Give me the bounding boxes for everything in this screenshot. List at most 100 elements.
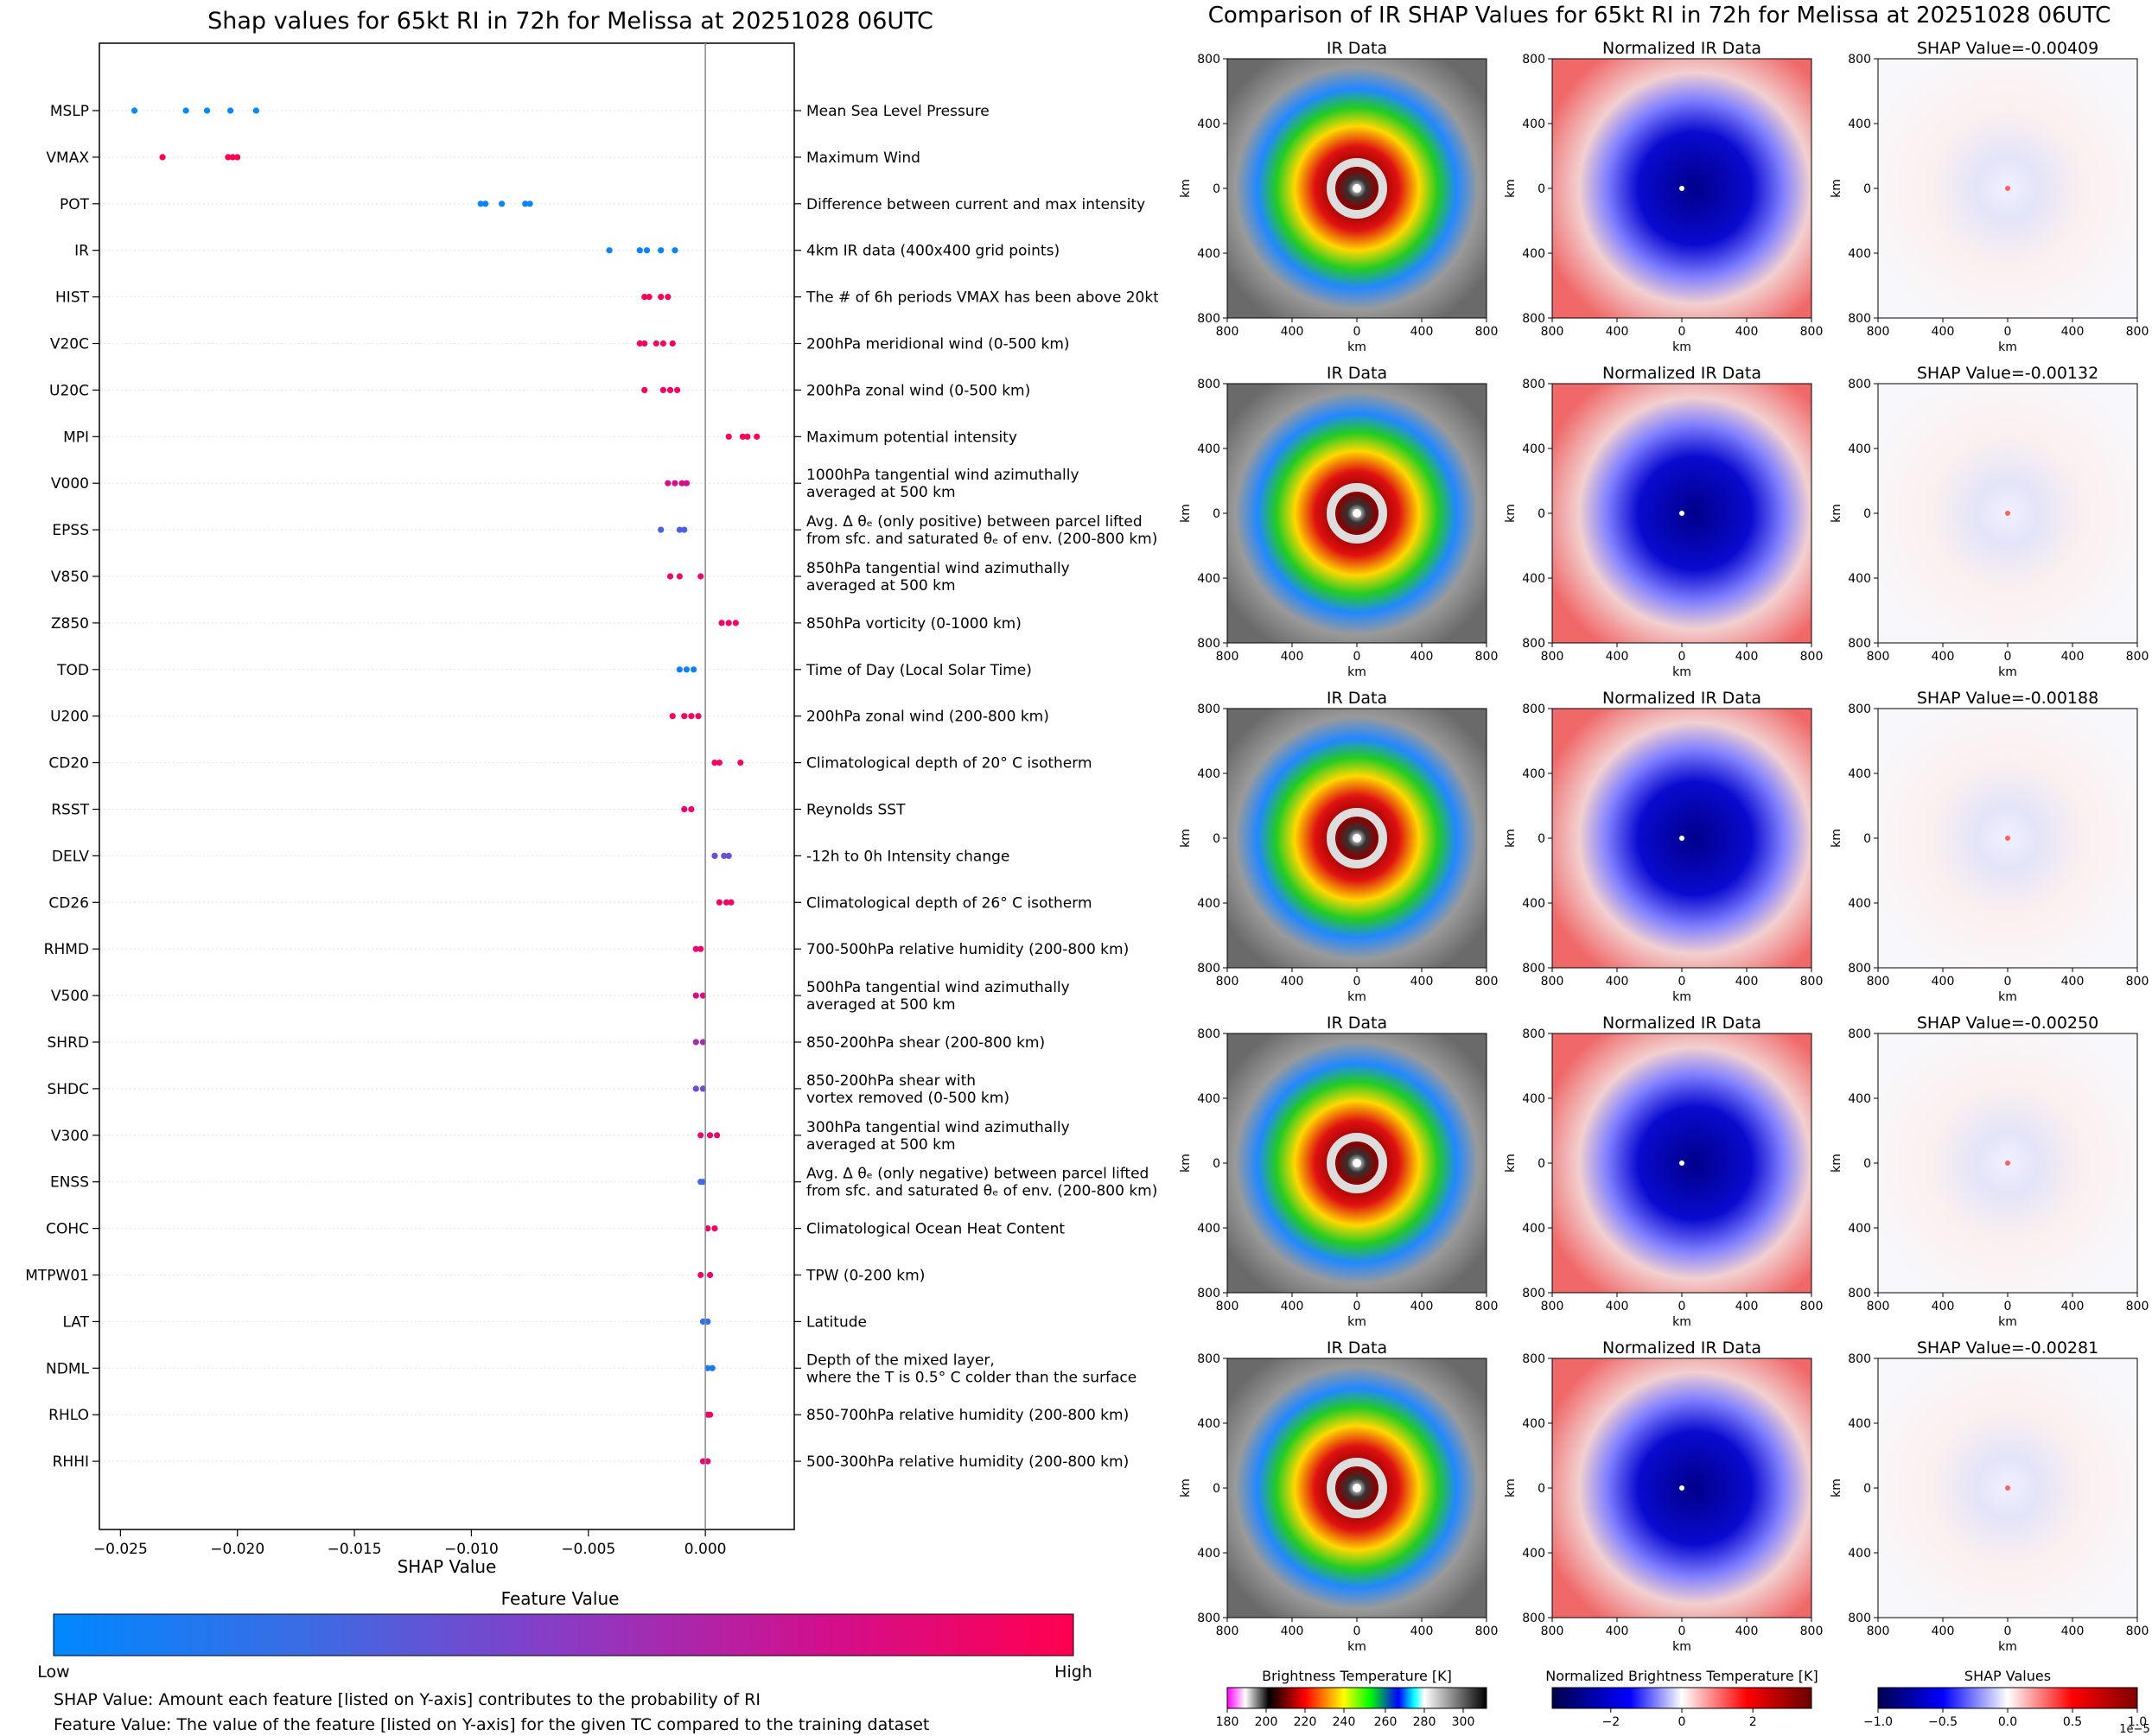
shap-point xyxy=(482,200,489,207)
y-tick-label: 800 xyxy=(1848,53,1871,67)
y-tick-label: 800 xyxy=(1848,1027,1871,1041)
x-tick-label: 800 xyxy=(2126,650,2149,664)
feature-description-label: 700-500hPa relative humidity (200-800 km… xyxy=(806,941,1129,958)
feature-description-label: The # of 6h periods VMAX has been above … xyxy=(805,289,1158,307)
x-axis-label: km xyxy=(1998,990,2017,1004)
shap-point xyxy=(658,247,665,254)
x-tick-label: 800 xyxy=(1800,650,1824,664)
x-tick-label: 400 xyxy=(1735,1625,1759,1638)
panel-title: Normalized IR Data xyxy=(1602,39,1761,58)
feature-description-label: 500hPa tangential wind azimuthally xyxy=(806,979,1070,996)
panel-title: Normalized IR Data xyxy=(1602,689,1761,708)
y-tick-label: 400 xyxy=(1197,767,1220,781)
panel-title: Normalized IR Data xyxy=(1602,1339,1761,1358)
panel-title: SHAP Value=-0.00409 xyxy=(1917,39,2098,58)
y-tick-label: 800 xyxy=(1522,312,1545,326)
y-axis-label: km xyxy=(1179,1478,1193,1498)
y-tick-label: 0 xyxy=(1213,1157,1220,1171)
feature-description-label: 850-200hPa shear with xyxy=(806,1072,976,1090)
feature-description-label: 200hPa meridional wind (0-500 km) xyxy=(806,336,1070,353)
y-tick-label: 400 xyxy=(1197,247,1220,261)
x-tick-label: 800 xyxy=(1800,325,1824,339)
y-tick-label: 400 xyxy=(1522,1417,1545,1431)
y-tick-label: 400 xyxy=(1848,767,1871,781)
storm-center-marker xyxy=(1679,1161,1684,1166)
shap-point xyxy=(690,666,697,673)
shap-point xyxy=(666,573,674,580)
x-tick-label: 400 xyxy=(1410,975,1434,989)
y-tick-label: 800 xyxy=(1522,378,1545,391)
shap-point xyxy=(732,620,739,626)
x-tick-label: −0.005 xyxy=(561,1541,615,1558)
panel-normalized-ir: Normalized IR Data8008004004000040040080… xyxy=(1504,1339,1823,1654)
shap-point xyxy=(704,1318,711,1325)
feature-code-label: DELV xyxy=(52,848,89,865)
shap-point xyxy=(674,386,681,393)
shap-point xyxy=(688,805,695,813)
y-tick-label: 800 xyxy=(1197,703,1220,716)
x-tick-label: 800 xyxy=(1800,1625,1824,1638)
panel-title: SHAP Value=-0.00250 xyxy=(1917,1014,2098,1033)
shap-point xyxy=(744,433,751,440)
shap-point xyxy=(706,1411,714,1418)
shap-point xyxy=(658,294,665,301)
shap-point xyxy=(159,154,166,161)
x-axis-label: km xyxy=(1672,340,1691,354)
y-tick-label: 800 xyxy=(1197,53,1220,67)
shap-point xyxy=(225,154,232,161)
feature-description-label: vortex removed (0-500 km) xyxy=(806,1090,1009,1107)
feature-description-label: Avg. Δ θₑ (only negative) between parcel… xyxy=(806,1166,1149,1183)
y-tick-label: 800 xyxy=(1522,1027,1545,1041)
storm-center-marker xyxy=(2005,836,2010,841)
feature-description-label: Avg. Δ θₑ (only positive) between parcel… xyxy=(806,513,1143,531)
shap-point xyxy=(716,899,723,906)
feature-code-label: SHRD xyxy=(48,1034,89,1052)
feature-note: Feature Value: The value of the feature … xyxy=(54,1715,929,1734)
x-tick-label: 0 xyxy=(1678,650,1686,664)
feature-description-label: 4km IR data (400x400 grid points) xyxy=(806,243,1060,260)
y-axis-label: km xyxy=(1830,1154,1843,1173)
y-tick-label: 0 xyxy=(1863,1157,1871,1171)
y-tick-label: 800 xyxy=(1197,962,1220,976)
y-tick-label: 0 xyxy=(1538,182,1545,196)
x-tick-label: 400 xyxy=(1735,325,1759,339)
shap-point xyxy=(704,1225,711,1232)
feature-value-colorbar xyxy=(53,1613,1074,1657)
panel-title: SHAP Value=-0.00132 xyxy=(1917,364,2098,383)
x-tick-label: 400 xyxy=(2061,650,2085,664)
x-tick-label: 400 xyxy=(2061,1300,2085,1313)
panel-normalized-ir: Normalized IR Data8008004004000040040080… xyxy=(1504,689,1823,1004)
y-tick-label: 800 xyxy=(1848,312,1871,326)
x-tick-label: 400 xyxy=(1932,325,1955,339)
feature-description-label: 200hPa zonal wind (0-500 km) xyxy=(806,382,1030,399)
shap-point xyxy=(697,945,704,952)
x-tick-label: 800 xyxy=(1867,1300,1890,1313)
feature-code-label: SHDC xyxy=(47,1081,89,1098)
feature-description-label: Maximum potential intensity xyxy=(806,429,1017,446)
y-tick-label: 0 xyxy=(1538,832,1545,846)
x-tick-label: 0 xyxy=(1353,1625,1361,1638)
storm-eye xyxy=(1353,509,1361,518)
x-axis-label: km xyxy=(1998,340,2017,354)
shap-point xyxy=(706,1132,714,1139)
x-tick-label: 400 xyxy=(1606,1300,1629,1313)
feature-description-label: averaged at 500 km xyxy=(806,484,956,501)
y-tick-label: 400 xyxy=(1848,118,1871,131)
shap-point xyxy=(699,1458,707,1465)
y-axis-label: km xyxy=(1179,179,1193,198)
x-tick-label: 0 xyxy=(2004,325,2012,339)
x-tick-label: 0 xyxy=(2004,1300,2012,1313)
x-tick-label: 0 xyxy=(1353,975,1361,989)
x-tick-label: 0 xyxy=(1678,975,1686,989)
shap-point xyxy=(499,200,506,207)
norm-colorbar xyxy=(1551,1687,1812,1709)
x-tick-label: 800 xyxy=(1475,975,1499,989)
storm-center-marker xyxy=(2005,1161,2010,1166)
y-tick-label: 400 xyxy=(1197,1547,1220,1561)
ir-colorbar xyxy=(1226,1687,1487,1709)
colorbar-tick-label: 180 xyxy=(1216,1715,1239,1729)
x-tick-label: 800 xyxy=(2126,975,2149,989)
eyewall-ring xyxy=(1327,483,1387,544)
feature-description-label: 850-200hPa shear (200-800 km) xyxy=(806,1034,1045,1052)
